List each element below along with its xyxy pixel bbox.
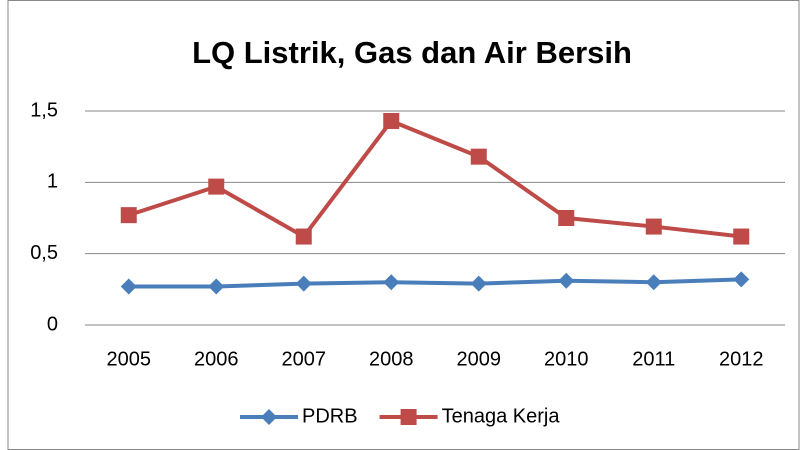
x-tick-label: 2010	[544, 348, 589, 370]
data-point	[558, 272, 575, 289]
series-line	[128, 118, 742, 239]
legend-label: PDRB	[302, 405, 358, 427]
data-point	[733, 271, 750, 288]
x-tick-label: 2012	[719, 348, 764, 370]
x-tick-label: 2005	[107, 348, 152, 370]
x-tick-label: 2011	[632, 348, 675, 370]
x-tick-label: 2007	[282, 348, 327, 370]
data-point	[208, 178, 225, 195]
x-tick-label: 2009	[457, 348, 502, 370]
y-tick-label: 1	[47, 171, 58, 193]
data-point	[383, 112, 400, 129]
data-point	[120, 207, 137, 224]
series-line	[128, 277, 742, 289]
x-tick-label: 2006	[194, 348, 239, 370]
data-point	[383, 274, 400, 291]
x-tick-label: 2008	[369, 348, 414, 370]
data-point	[558, 210, 575, 226]
y-tick-label: 0,5	[30, 242, 58, 264]
data-point	[733, 228, 750, 245]
data-point	[470, 275, 487, 292]
legend-marker	[261, 409, 277, 425]
data-point	[295, 228, 312, 245]
data-point	[120, 278, 137, 295]
legend-marker	[400, 409, 417, 425]
data-point	[208, 278, 225, 295]
data-point	[645, 218, 662, 235]
y-tick-label: 1,5	[30, 99, 58, 121]
legend-label: Tenaga Kerja	[442, 405, 561, 427]
chart-frame	[7, 0, 800, 450]
data-point	[295, 275, 312, 292]
chart-title: LQ Listrik, Gas dan Air Bersih	[192, 35, 632, 70]
data-point	[470, 148, 487, 165]
y-tick-label: 0	[47, 313, 58, 335]
data-point	[645, 274, 662, 291]
